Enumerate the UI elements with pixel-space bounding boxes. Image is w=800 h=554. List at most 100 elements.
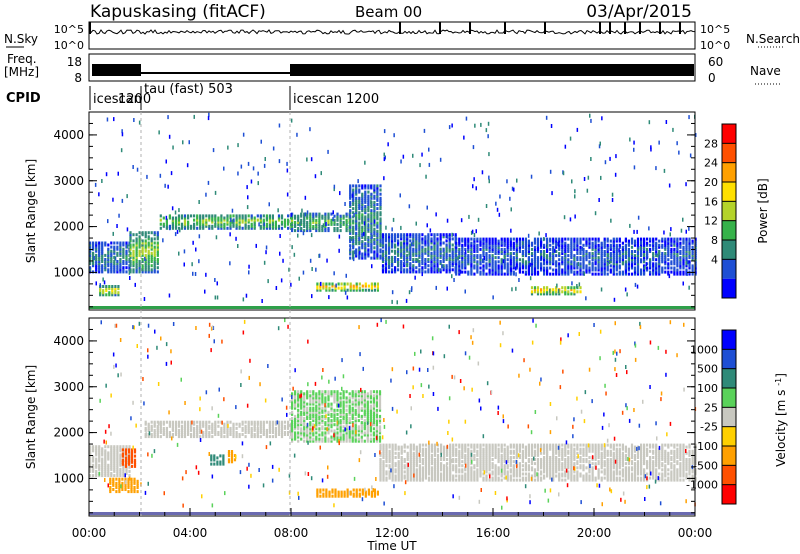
data-cell [116,451,119,455]
data-cell [549,239,552,243]
data-cell [343,282,346,286]
noise-cell [311,294,313,299]
data-cell [280,216,284,220]
data-cell [573,292,576,296]
data-cell [354,417,357,420]
data-cell [445,258,448,261]
data-cell [403,247,406,251]
data-cell [367,227,370,231]
data-cell [379,242,382,246]
data-cell [378,396,382,400]
data-cell [612,272,615,276]
data-cell [355,223,358,227]
data-cell [138,239,141,243]
data-cell [345,433,348,437]
data-cell [406,245,409,249]
data-cell [497,247,500,251]
data-cell [214,224,217,228]
data-cell [300,406,303,410]
data-cell [400,249,403,253]
data-cell [162,422,165,426]
data-cell [105,287,108,291]
data-cell [524,245,527,249]
data-cell [461,254,464,258]
data-cell [196,218,199,222]
data-cell [150,253,153,257]
data-cell [95,451,98,455]
data-cell [283,433,287,436]
data-cell [156,258,159,261]
data-cell [89,253,92,257]
data-cell [479,447,482,451]
data-cell [193,222,196,226]
data-cell [339,402,342,406]
data-cell [135,241,138,245]
data-cell [394,451,397,455]
data-cell [226,222,229,226]
data-cell [524,239,527,243]
data-cell [500,247,503,251]
data-cell [119,472,122,475]
noise-cell [400,225,402,230]
data-cell [349,192,352,196]
data-cell [116,247,119,251]
data-cell [361,209,364,213]
data-cell [455,449,458,453]
data-cell [250,422,253,426]
data-cell [464,478,467,482]
data-cell [540,252,543,255]
data-cell [512,270,515,274]
data-cell [95,457,98,461]
data-cell [676,262,679,266]
data-cell [658,272,661,276]
data-cell [506,272,509,276]
data-cell [433,478,437,482]
data-cell [473,470,476,474]
noise-cell [633,229,635,234]
data-cell [454,251,457,255]
data-cell [384,237,388,241]
data-cell [312,392,315,396]
data-cell [491,260,494,264]
data-cell [132,255,135,259]
data-cell [352,198,355,202]
data-cell [351,427,354,431]
data-cell [446,453,449,457]
data-cell [464,243,467,247]
data-cell [421,251,424,255]
data-cell [268,428,271,432]
data-cell [196,216,199,220]
data-cell [291,435,294,439]
data-cell [268,224,271,228]
data-cell [147,258,150,261]
noise-cell [214,190,217,195]
data-cell [676,239,679,243]
data-cell [324,218,327,222]
noise-cell [472,184,474,189]
data-cell [324,229,327,233]
data-cell [382,453,385,457]
data-cell [440,449,443,453]
data-cell [370,246,373,250]
data-cell [89,455,92,459]
data-cell [135,264,138,268]
data-cell [318,398,321,402]
data-cell [229,214,232,218]
data-cell [485,245,488,249]
data-cell [229,431,232,434]
data-cell [177,218,181,222]
data-cell [294,398,297,402]
data-cell [400,255,403,259]
data-cell [125,467,128,471]
data-cell [303,394,306,398]
data-cell [355,238,358,241]
data-cell [369,412,372,416]
data-cell [621,256,624,260]
data-cell [564,260,567,264]
data-cell [291,225,294,228]
data-cell [455,468,458,472]
data-cell [409,443,412,447]
data-cell [141,258,144,261]
data-cell [235,433,238,436]
data-cell [349,203,352,206]
